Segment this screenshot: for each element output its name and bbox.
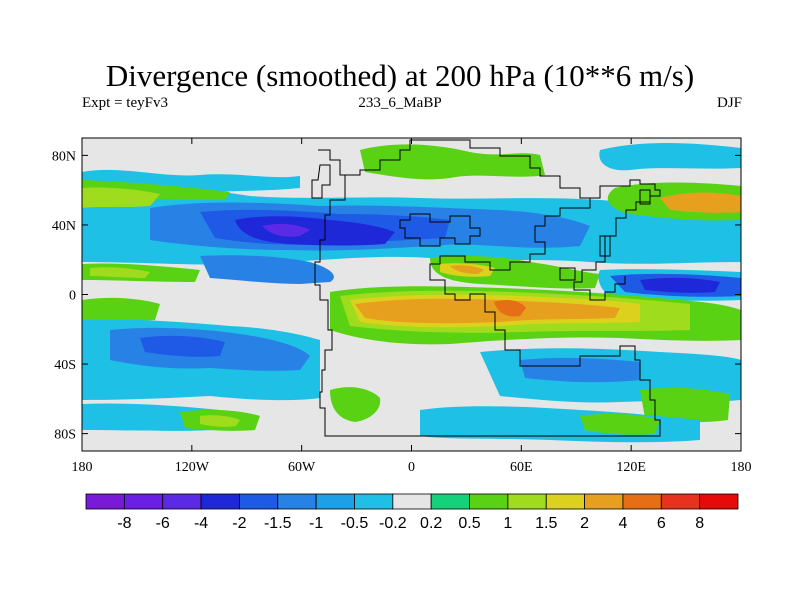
field-tropics-darkblue-pacific [640,277,720,293]
field-sh-yellowgreen-west [200,415,240,427]
colorbar-label: -6 [156,515,170,532]
field-tropics-orange-africa [450,265,484,274]
colorbar-swatch [545,493,585,510]
longitude-axis: 180 120W 60W 0 60E 120E 180 [72,138,752,475]
lon-tick-label: 60E [510,460,533,475]
lon-tick-label: 60W [288,460,316,475]
field-sh-blue-deep [140,335,225,357]
coastline-greenland [311,164,331,199]
field-antarctic-green [580,413,660,435]
colorbar-label: 0.2 [420,515,442,532]
colorbar-swatch [123,493,164,510]
colorbar-swatch [277,493,317,510]
lat-tick-label: 40N [52,219,76,234]
colorbar: -8 -6 -4 -2 -1.5 -1 -0.5 -0.2 0.2 0.5 1 1.5 2 4 6 8 [85,493,739,532]
field-nh-band-violet [262,223,310,237]
colorbar-swatch [507,493,547,510]
colorbar-label: -1.5 [264,515,292,532]
lat-tick-label: 80S [54,428,76,443]
colorbar-label: 8 [695,515,704,532]
field-nh-band-darkblue [235,216,395,246]
colorbar-label: 4 [618,515,627,532]
colorbar-label: -8 [117,515,131,532]
colorbar-label: 1 [503,515,512,532]
colorbar-swatch [354,493,394,510]
field-sh-green-east2 [640,387,730,423]
lat-tick-label: 0 [69,289,76,304]
field-sh-blue-east [520,357,640,383]
field-tropics-yellowgreen-west [90,267,150,278]
coastline-americas-outline [314,149,661,437]
field-eq-green-west [82,297,160,321]
colorbar-swatch [660,493,701,510]
divergence-field [82,138,741,451]
coastlines [311,139,661,437]
colorbar-label: -0.2 [379,515,407,532]
coastline-asia-east [559,189,651,281]
colorbar-label: -0.5 [341,515,369,532]
colorbar-label: 1.5 [535,515,557,532]
colorbar-label: -4 [194,515,208,532]
field-sh-green-south [330,387,381,422]
colorbar-label: 6 [657,515,666,532]
field-north-cyan-east [599,143,741,171]
field-eq-orange [355,298,620,324]
plot-title: Divergence (smoothed) at 200 hPa (10**6 … [105,58,695,93]
lat-tick-label: 80N [52,149,76,164]
coastline-europe-north [345,139,590,199]
colorbar-swatch [392,493,432,510]
colorbar-swatch [469,493,509,510]
coastline-mediterranean [399,213,481,247]
colorbar-label: 2 [580,515,589,532]
colorbar-swatch [699,493,739,510]
colorbar-swatch [315,493,355,510]
colorbar-swatch [622,493,662,510]
field-nh-band-orange-east [660,192,741,213]
colorbar-swatch [162,493,202,510]
lon-tick-label: 120W [175,460,210,475]
colorbar-label: -1 [309,515,323,532]
field-eq-orange-red [494,300,526,317]
lon-tick-label: 120E [616,460,646,475]
field-tropics-blue-north-atlantic [200,255,334,284]
lat-tick-label: 40S [54,358,76,373]
lon-tick-label: 180 [731,460,752,475]
colorbar-swatch [85,493,125,510]
season-label: DJF [716,95,742,111]
experiment-label: Expt = teyFv3 [82,95,168,111]
colorbar-swatch [584,493,624,510]
lon-tick-label: 180 [72,460,93,475]
latitude-axis: 80N 40N 0 40S 80S [52,149,741,443]
lon-tick-label: 0 [408,460,415,475]
run-label: 233_6_MaBP [358,95,442,111]
colorbar-swatch [200,493,240,510]
colorbar-swatch [430,493,470,510]
colorbar-label: 0.5 [458,515,480,532]
field-nh-band-yellowgreen [82,187,160,208]
colorbar-label: -2 [232,515,246,532]
field-north-green-east [360,144,545,180]
colorbar-swatch [239,493,279,510]
